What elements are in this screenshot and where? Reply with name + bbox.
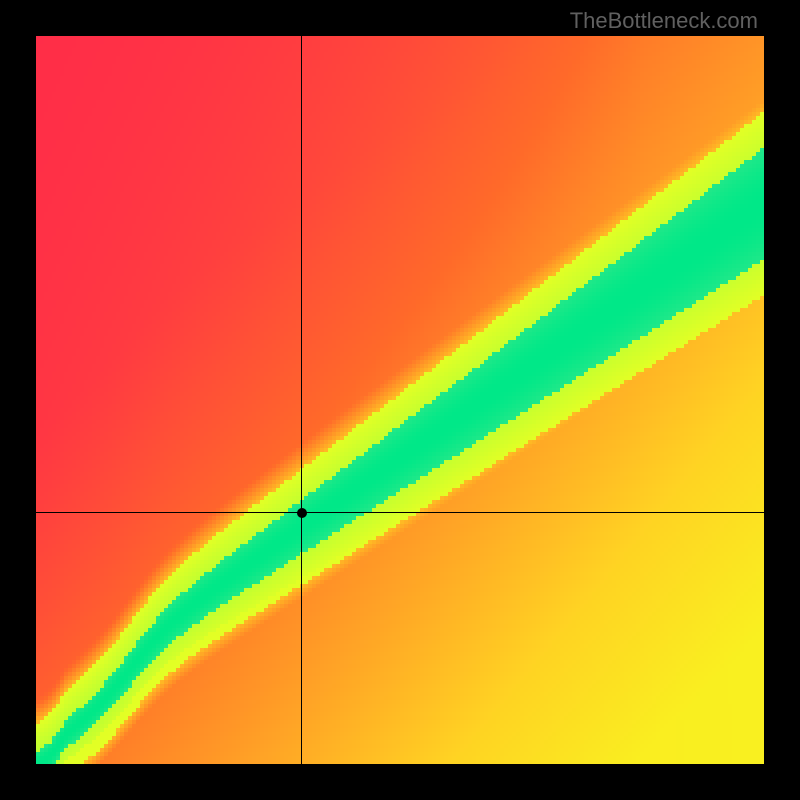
heatmap-plot	[36, 36, 764, 764]
outer-frame: TheBottleneck.com	[0, 0, 800, 800]
heatmap-canvas	[36, 36, 764, 764]
crosshair-marker	[297, 508, 307, 518]
crosshair-horizontal	[36, 512, 764, 513]
watermark-text: TheBottleneck.com	[570, 8, 758, 34]
crosshair-vertical	[301, 36, 302, 764]
